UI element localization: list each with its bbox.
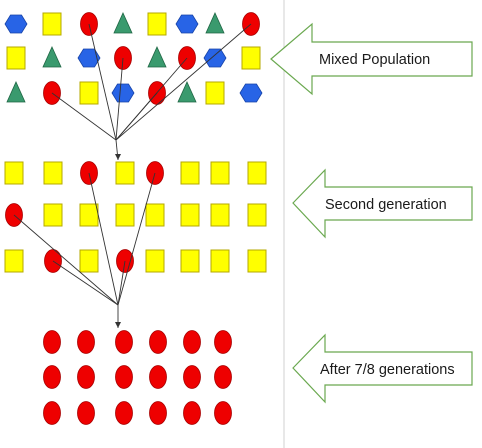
mixed-yellow-square-r3c7 xyxy=(205,81,225,105)
label-mixed-population: Mixed Population xyxy=(319,52,430,68)
second-yellow-square-r2c3 xyxy=(79,203,99,227)
after-red-circle-r3c2 xyxy=(77,401,95,425)
second-yellow-square-r2c5 xyxy=(145,203,165,227)
arrow-shape-mixed xyxy=(270,22,473,96)
funnel-arrowhead-1 xyxy=(115,154,121,160)
after-red-circle-r1c1 xyxy=(43,330,61,354)
after-red-circle-r2c3 xyxy=(115,365,133,389)
selection-line-second xyxy=(52,260,119,306)
second-yellow-square-r3c6 xyxy=(180,249,200,273)
after-red-circle-r3c1 xyxy=(43,401,61,425)
second-yellow-square-r1c4 xyxy=(115,161,135,185)
after-red-circle-r2c2 xyxy=(77,365,95,389)
selection-line-mixed xyxy=(115,57,124,141)
mixed-yellow-square-r1c2 xyxy=(42,12,62,36)
selection-line-second xyxy=(13,214,119,306)
mixed-yellow-square-r2c8 xyxy=(241,46,261,70)
after-red-circle-r1c4 xyxy=(149,330,167,354)
mixed-blue-hexagon-r1c1 xyxy=(4,14,28,34)
selection-line-mixed xyxy=(88,23,117,141)
funnel-arrowhead-2 xyxy=(115,322,121,328)
mixed-green-triangle-r2c5 xyxy=(147,46,167,68)
mixed-blue-hexagon-r3c8 xyxy=(239,83,263,103)
after-red-circle-r2c1 xyxy=(43,365,61,389)
label-second-generation: Second generation xyxy=(325,197,447,213)
mixed-blue-hexagon-r1c6 xyxy=(175,14,199,34)
second-yellow-square-r1c8 xyxy=(247,161,267,185)
selection-line-second xyxy=(88,172,119,306)
selection-lines xyxy=(13,23,252,328)
second-yellow-square-r3c3 xyxy=(79,249,99,273)
second-yellow-square-r1c6 xyxy=(180,161,200,185)
after-red-circle-r2c4 xyxy=(149,365,167,389)
after-red-circle-r1c3 xyxy=(115,330,133,354)
second-yellow-square-r1c7 xyxy=(210,161,230,185)
second-yellow-square-r2c7 xyxy=(210,203,230,227)
second-yellow-square-r1c2 xyxy=(43,161,63,185)
after-red-circle-r1c6 xyxy=(214,330,232,354)
mixed-yellow-square-r2c1 xyxy=(6,46,26,70)
after-red-circle-r2c6 xyxy=(214,365,232,389)
mixed-green-triangle-r1c4 xyxy=(113,12,133,34)
arrow-shape-after xyxy=(292,333,473,404)
arrow-callout-after: After 7/8 generations xyxy=(292,333,473,404)
second-yellow-square-r3c8 xyxy=(247,249,267,273)
second-yellow-square-r3c5 xyxy=(145,249,165,273)
selection-line-second xyxy=(117,172,156,306)
after-red-circle-r3c4 xyxy=(149,401,167,425)
second-yellow-square-r2c4 xyxy=(115,203,135,227)
second-yellow-square-r1c1 xyxy=(4,161,24,185)
selection-line-mixed xyxy=(51,92,117,141)
mixed-yellow-square-r3c3 xyxy=(79,81,99,105)
second-yellow-square-r2c8 xyxy=(247,203,267,227)
after-red-circle-r1c2 xyxy=(77,330,95,354)
selection-line-mixed xyxy=(115,23,252,141)
mixed-green-triangle-r2c2 xyxy=(42,46,62,68)
shapes-layer xyxy=(4,12,267,425)
after-red-circle-r3c5 xyxy=(183,401,201,425)
after-red-circle-r3c3 xyxy=(115,401,133,425)
second-yellow-square-r3c1 xyxy=(4,249,24,273)
mixed-green-triangle-r1c7 xyxy=(205,12,225,34)
mixed-blue-hexagon-r3c4 xyxy=(111,83,135,103)
after-red-circle-r1c5 xyxy=(183,330,201,354)
mixed-blue-hexagon-r2c3 xyxy=(77,48,101,68)
arrow-callout-mixed: Mixed Population xyxy=(270,22,473,96)
arrow-callout-second: Second generation xyxy=(292,168,473,239)
mixed-yellow-square-r1c5 xyxy=(147,12,167,36)
mixed-green-triangle-r3c1 xyxy=(6,81,26,103)
selection-line-second xyxy=(117,260,126,306)
second-yellow-square-r2c6 xyxy=(180,203,200,227)
arrow-shape-second xyxy=(292,168,473,239)
after-red-circle-r3c6 xyxy=(214,401,232,425)
label-after-generations: After 7/8 generations xyxy=(320,362,455,378)
second-yellow-square-r2c2 xyxy=(43,203,63,227)
after-red-circle-r2c5 xyxy=(183,365,201,389)
mixed-blue-hexagon-r2c7 xyxy=(203,48,227,68)
selection-line-mixed xyxy=(115,92,158,141)
mixed-green-triangle-r3c6 xyxy=(177,81,197,103)
second-yellow-square-r3c7 xyxy=(210,249,230,273)
